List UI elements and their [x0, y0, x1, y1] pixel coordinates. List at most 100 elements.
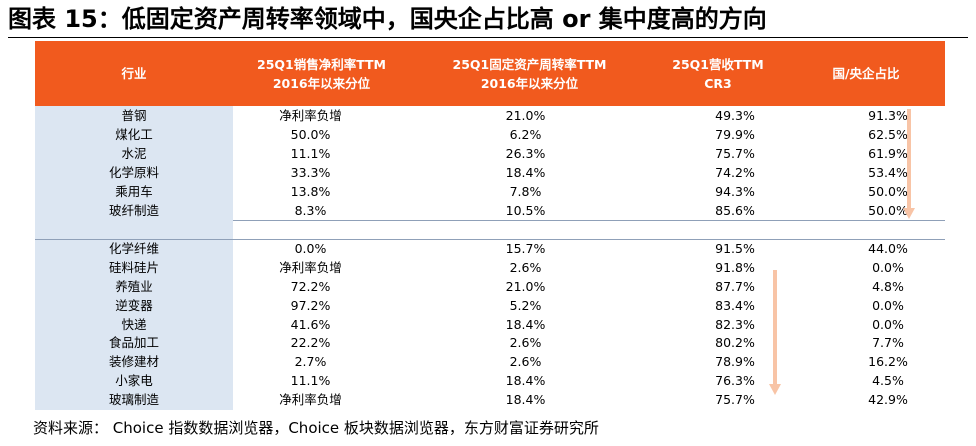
- turnover-cell: 21.0%: [505, 278, 546, 294]
- margin-cell: 50.0%: [290, 127, 331, 142]
- table-group-2: 化学纤维 0.0% 15.7% 91.5% 44.0% 硅料硅片 净利率负增 2.6% 91.8…: [35, 240, 945, 411]
- data-table: 行业 25Q1销售净利率TTM 2016年以来分位 25Q1固定资产周转率TTM…: [35, 41, 945, 411]
- soe-cell: 50.0%: [868, 203, 908, 218]
- cr3-cell: 49.3%: [715, 108, 755, 123]
- soe-cell: 62.5%: [868, 127, 908, 142]
- arrow-shaft: [773, 270, 777, 385]
- soe-cell: 0.0%: [872, 259, 904, 275]
- table-row: 食品加工 22.2% 2.6% 80.2% 7.7%: [35, 334, 945, 354]
- cr3-trend-arrow: [769, 270, 781, 395]
- table-row: 装修建材 2.7% 2.6% 78.9% 16.2%: [35, 353, 945, 373]
- turnover-cell: 18.4%: [505, 165, 546, 180]
- header-line1: 国/央企占比: [832, 66, 900, 81]
- margin-cell: 净利率负增: [279, 392, 342, 408]
- group-gap: [35, 220, 945, 240]
- industry-cell: 逆变器: [35, 296, 233, 316]
- table-row: 硅料硅片 净利率负增 2.6% 91.8% 0.0%: [35, 258, 945, 278]
- margin-cell: 2.7%: [294, 354, 327, 370]
- figure-title: 图表 15：低固定资产周转率领域中，国央企占比高 or 集中度高的方向: [8, 5, 767, 33]
- cr3-cell: 79.9%: [715, 127, 755, 142]
- header-industry: 行业: [35, 41, 233, 106]
- margin-cell: 8.3%: [294, 203, 327, 218]
- industry-cell: 小家电: [35, 372, 233, 392]
- header-cr3: 25Q1营收TTM CR3: [649, 41, 787, 106]
- turnover-cell: 15.7%: [505, 241, 546, 256]
- cr3-cell: 75.7%: [715, 146, 755, 161]
- industry-cell: 快递: [35, 315, 233, 335]
- table-row: 玻纤制造 8.3% 10.5% 85.6% 50.0%: [35, 201, 945, 220]
- table-row: 普钢 净利率负增 21.0% 49.3% 91.3%: [35, 106, 945, 125]
- industry-cell: 养殖业: [35, 277, 233, 297]
- source-note: 资料来源： Choice 指数数据浏览器，Choice 板块数据浏览器，东方财富…: [33, 419, 599, 437]
- header-line1: 25Q1固定资产周转率TTM: [452, 56, 607, 72]
- turnover-cell: 2.6%: [509, 259, 542, 275]
- industry-cell: 乘用车: [35, 182, 233, 201]
- margin-cell: 97.2%: [290, 297, 331, 313]
- industry-cell: 装修建材: [35, 353, 233, 373]
- margin-cell: 13.8%: [290, 184, 331, 199]
- soe-cell: 53.4%: [868, 165, 908, 180]
- soe-cell: 91.3%: [868, 108, 908, 123]
- soe-cell: 44.0%: [868, 241, 908, 256]
- industry-cell: 玻璃制造: [35, 391, 233, 411]
- margin-cell: 11.1%: [290, 146, 331, 161]
- cr3-cell: 75.7%: [715, 392, 755, 408]
- arrow-shaft: [907, 109, 911, 209]
- margin-cell: 22.2%: [290, 335, 331, 351]
- header-margin: 25Q1销售净利率TTM 2016年以来分位: [233, 41, 410, 106]
- header-line1: 行业: [121, 66, 147, 81]
- turnover-cell: 18.4%: [505, 373, 546, 389]
- industry-cell: 化学原料: [35, 163, 233, 182]
- soe-cell: 50.0%: [868, 184, 908, 199]
- cr3-cell: 82.3%: [715, 316, 755, 332]
- arrow-head: [903, 208, 915, 219]
- margin-cell: 41.6%: [290, 316, 331, 332]
- group-divider-bottom: [35, 239, 945, 240]
- title-divider: [8, 37, 968, 38]
- turnover-cell: 21.0%: [505, 108, 546, 123]
- margin-cell: 11.1%: [290, 373, 331, 389]
- margin-cell: 33.3%: [290, 165, 331, 180]
- cr3-cell: 87.7%: [715, 278, 755, 294]
- table-row: 玻璃制造 净利率负增 18.4% 75.7% 42.9%: [35, 391, 945, 411]
- turnover-cell: 2.6%: [509, 335, 542, 351]
- cr3-cell: 91.8%: [715, 259, 755, 275]
- industry-cell: 普钢: [35, 106, 233, 125]
- turnover-cell: 26.3%: [505, 146, 546, 161]
- cr3-cell: 91.5%: [715, 241, 755, 256]
- group-gap-industry: [35, 220, 233, 240]
- turnover-cell: 2.6%: [509, 354, 542, 370]
- soe-cell: 7.7%: [872, 335, 904, 351]
- margin-cell: 净利率负增: [279, 259, 342, 275]
- table-row: 乘用车 13.8% 7.8% 94.3% 50.0%: [35, 182, 945, 201]
- soe-trend-arrow: [903, 109, 915, 219]
- table-row: 化学纤维 0.0% 15.7% 91.5% 44.0%: [35, 240, 945, 259]
- industry-cell: 化学纤维: [35, 240, 233, 259]
- table-row: 煤化工 50.0% 6.2% 79.9% 62.5%: [35, 125, 945, 144]
- turnover-cell: 5.2%: [509, 297, 542, 313]
- header-line1: 25Q1营收TTM: [672, 56, 764, 72]
- cr3-cell: 85.6%: [715, 203, 755, 218]
- table-row: 养殖业 72.2% 21.0% 87.7% 4.8%: [35, 277, 945, 297]
- turnover-cell: 7.8%: [509, 184, 542, 199]
- turnover-cell: 10.5%: [505, 203, 546, 218]
- margin-cell: 0.0%: [294, 241, 327, 256]
- cr3-cell: 74.2%: [715, 165, 755, 180]
- table-row: 化学原料 33.3% 18.4% 74.2% 53.4%: [35, 163, 945, 182]
- table-group-1: 普钢 净利率负增 21.0% 49.3% 91.3% 煤化工 50.0% 6.2% 79.9% 6…: [35, 106, 945, 220]
- turnover-cell: 18.4%: [505, 316, 546, 332]
- table-row: 快递 41.6% 18.4% 82.3% 0.0%: [35, 315, 945, 335]
- group-divider-top: [35, 220, 945, 221]
- soe-cell: 61.9%: [868, 146, 908, 161]
- soe-cell: 0.0%: [872, 316, 904, 332]
- soe-cell: 42.9%: [868, 392, 908, 408]
- header-line2: 2016年以来分位: [480, 75, 579, 91]
- industry-cell: 食品加工: [35, 334, 233, 354]
- table-row: 小家电 11.1% 18.4% 76.3% 4.5%: [35, 372, 945, 392]
- header-line2: 2016年以来分位: [272, 75, 371, 91]
- turnover-cell: 6.2%: [509, 127, 542, 142]
- cr3-cell: 94.3%: [715, 184, 755, 199]
- cr3-cell: 78.9%: [715, 354, 755, 370]
- header-line2: CR3: [704, 75, 732, 91]
- industry-cell: 玻纤制造: [35, 201, 233, 220]
